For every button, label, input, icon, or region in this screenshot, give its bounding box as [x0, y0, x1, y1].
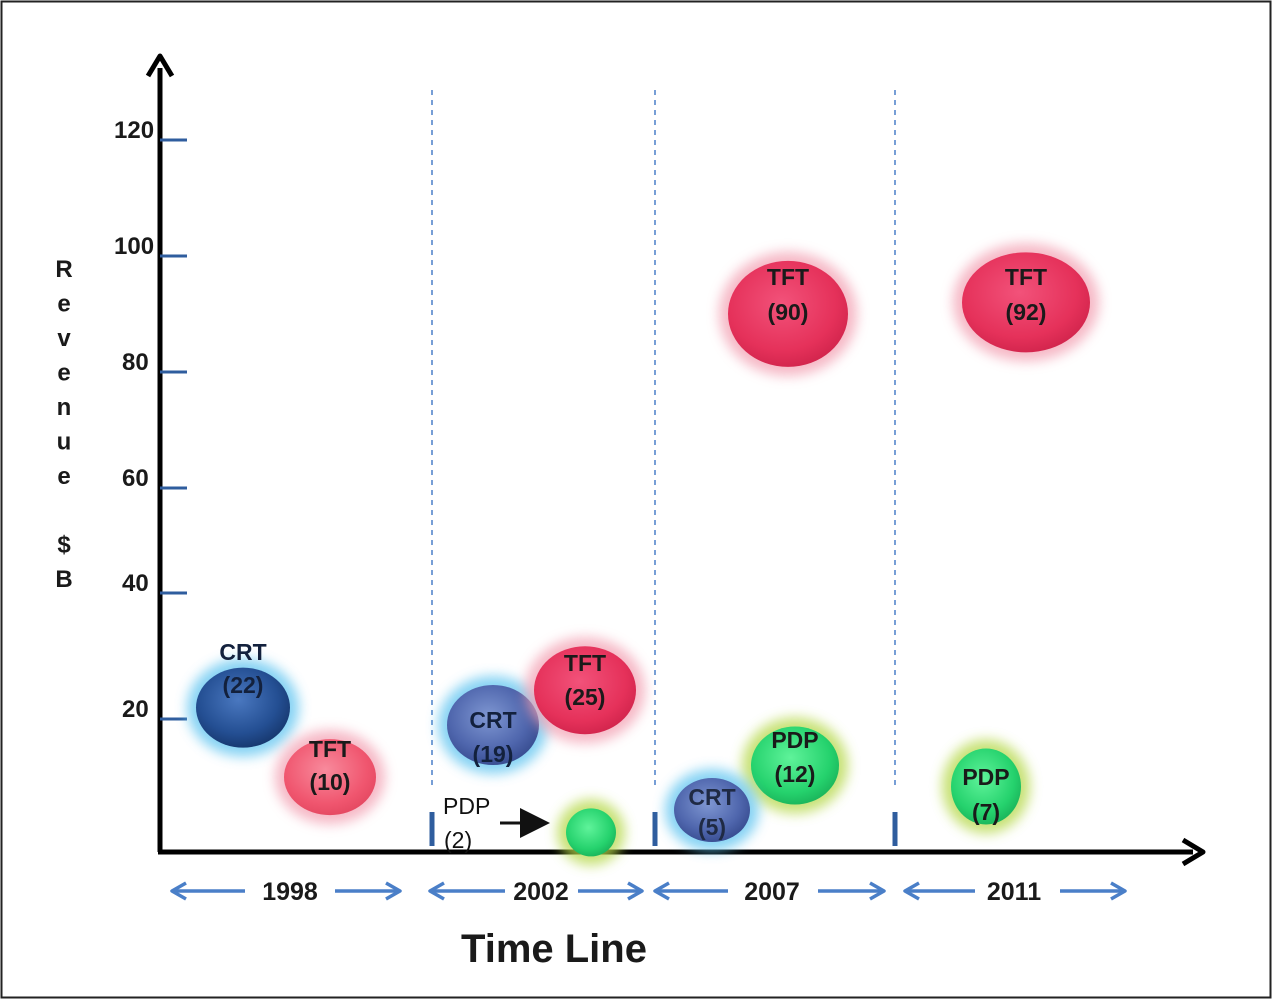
y-tick-label: 100 — [114, 233, 154, 260]
bubble-mark — [447, 684, 539, 765]
bubble-1998-CRT: CRT (22) — [187, 639, 299, 757]
bubble-2007-CRT: CRT (5) — [665, 769, 759, 852]
bubble-name: CRT — [469, 707, 516, 733]
bubble-name: TFT — [309, 736, 351, 762]
bubble-value: (10) — [310, 769, 351, 795]
annotation-line2: (2) — [444, 827, 472, 853]
bubble-name: TFT — [564, 650, 606, 676]
period-2011: 2011 — [903, 878, 1127, 906]
bubble-mark — [674, 778, 750, 843]
bubble-value: (92) — [1006, 299, 1047, 325]
period-2002: 2002 — [428, 878, 644, 906]
bubble-mark — [566, 808, 616, 857]
x-axis-arrowhead — [1181, 837, 1206, 867]
bubble-name: TFT — [1005, 264, 1047, 290]
bubble-2002-CRT: CRT (19) — [438, 675, 548, 774]
bubble-value: (12) — [775, 761, 816, 787]
y-tick-label: 40 — [122, 570, 149, 597]
bubble-value: (7) — [972, 799, 1000, 825]
bubble-2007-PDP: PDP (12) — [742, 717, 848, 814]
x-axis-label: Time Line — [461, 927, 647, 971]
bubbles: CRT (22) TFT (10) CRT (19) TFT (25) TFT (90) PDP (1… — [187, 243, 1099, 866]
bubble-name: TFT — [767, 264, 809, 290]
bubble-mark — [962, 252, 1090, 353]
y-ticks: 20 40 60 80 100 120 — [114, 117, 187, 723]
bubble-2002-TFT: TFT (25) — [525, 637, 645, 744]
period-labels: 1998 2002 2007 2011 — [170, 878, 1127, 906]
bubble-value: (90) — [768, 299, 809, 325]
bubble-2002-PDP — [557, 799, 625, 866]
bubble-mark — [751, 726, 839, 805]
bubble-2007-TFT: TFT (90) — [719, 251, 857, 376]
annotation-line1: PDP — [443, 793, 490, 819]
bubble-1998-TFT: TFT (10) — [275, 730, 385, 825]
period-arrowhead-left — [653, 881, 670, 901]
period-arrowhead-right — [869, 881, 886, 901]
period-arrowhead-left — [170, 881, 187, 901]
bubble-name: CRT — [219, 639, 266, 665]
bubble-value: (22) — [223, 672, 264, 698]
bubble-value: (5) — [698, 814, 726, 840]
period-label: 2007 — [744, 878, 800, 906]
bubble-name: CRT — [688, 784, 735, 810]
y-axis-arrowhead — [145, 53, 175, 78]
y-tick-label: 60 — [122, 465, 149, 492]
period-label: 2011 — [987, 878, 1041, 906]
bubble-name: PDP — [962, 764, 1009, 790]
bubble-2011-PDP: PDP (7) — [942, 739, 1030, 834]
bubble-2011-TFT: TFT (92) — [953, 243, 1099, 362]
period-1998: 1998 — [170, 878, 402, 906]
period-dividers — [429, 90, 898, 846]
period-arrowhead-left — [903, 881, 920, 901]
period-label: 1998 — [262, 878, 318, 906]
y-tick-label: 20 — [122, 696, 149, 723]
bubble-mark — [534, 646, 636, 735]
bubble-mark — [728, 260, 848, 367]
period-arrowhead-right — [385, 881, 402, 901]
period-label: 2002 — [513, 878, 569, 906]
annotations: PDP (2) — [443, 793, 550, 853]
bubble-mark — [951, 748, 1021, 825]
y-tick-label: 80 — [122, 349, 149, 376]
y-tick-label: 120 — [114, 117, 154, 144]
period-arrowhead-right — [627, 881, 644, 901]
bubble-mark — [196, 667, 290, 748]
bubble-value: (25) — [565, 684, 606, 710]
axes — [145, 53, 1206, 867]
period-2007: 2007 — [653, 878, 886, 906]
bubble-mark — [284, 739, 376, 816]
pdp-annotation: PDP (2) — [443, 793, 550, 853]
bubble-value: (19) — [473, 741, 514, 767]
period-arrowhead-right — [1110, 881, 1127, 901]
bubble-name: PDP — [771, 727, 818, 753]
period-arrowhead-left — [428, 881, 445, 901]
